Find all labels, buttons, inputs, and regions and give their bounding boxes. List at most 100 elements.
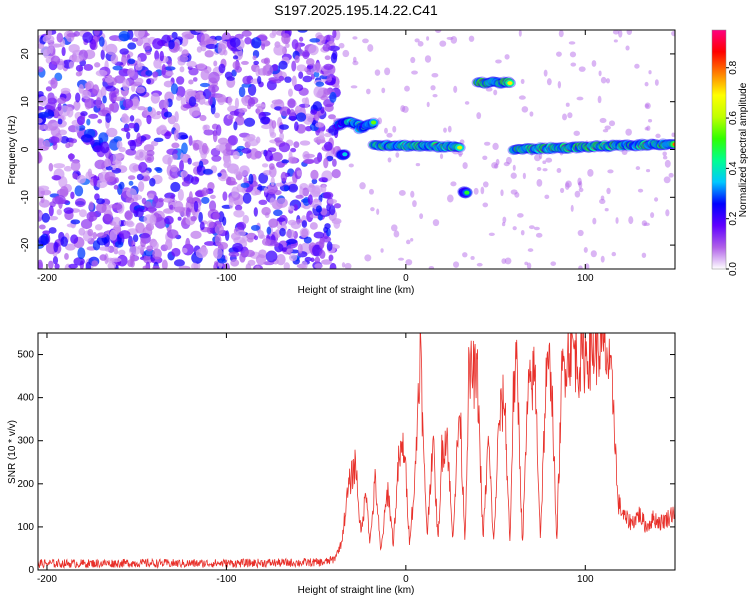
heatmap-cell bbox=[140, 238, 147, 248]
heatmap-cell bbox=[654, 197, 659, 202]
heatmap-cell bbox=[170, 181, 181, 193]
heatmap-cell bbox=[244, 249, 255, 258]
heatmap-cell bbox=[224, 142, 232, 152]
heatmap-cell bbox=[512, 164, 516, 171]
heatmap-cell bbox=[180, 170, 189, 177]
heatmap-cell bbox=[446, 194, 454, 203]
heatmap-cell bbox=[124, 210, 133, 221]
heatmap-cell bbox=[668, 172, 674, 178]
heatmap-cell bbox=[293, 83, 304, 92]
heatmap-cell bbox=[495, 158, 500, 166]
heatmap-cell bbox=[72, 173, 79, 180]
heatmap-cell bbox=[137, 106, 146, 111]
heatmap-cell bbox=[50, 126, 61, 137]
heatmap-cell bbox=[68, 263, 78, 269]
heatmap-cell bbox=[238, 112, 244, 119]
heatmap-cell bbox=[295, 194, 304, 199]
bottom-x-ticks: -200 -100 0 100 bbox=[37, 333, 594, 585]
heatmap-cell bbox=[426, 101, 430, 108]
heatmap-cell bbox=[367, 44, 374, 52]
heatmap-cell bbox=[129, 253, 135, 264]
heatmap-cell bbox=[105, 85, 116, 92]
heatmap-cell bbox=[518, 95, 526, 100]
heatmap-cell bbox=[255, 254, 267, 266]
heatmap-cell bbox=[410, 237, 414, 242]
heatmap-cell bbox=[350, 85, 358, 89]
bottom-y-axis-label: SNR (10 * v/v) bbox=[7, 420, 18, 484]
heatmap-cell bbox=[501, 221, 506, 227]
heatmap-cell bbox=[301, 228, 309, 238]
heatmap-cell bbox=[331, 168, 341, 179]
heatmap-cell bbox=[214, 234, 222, 246]
heatmap-cell bbox=[208, 71, 220, 84]
heatmap-cell bbox=[192, 142, 200, 151]
heatmap-cell bbox=[120, 127, 131, 132]
heatmap-cell bbox=[203, 124, 210, 131]
heatmap-cell bbox=[443, 127, 447, 133]
heatmap-cell bbox=[91, 260, 99, 267]
heatmap-cell bbox=[529, 111, 534, 117]
heatmap-cell bbox=[247, 97, 256, 107]
heatmap-cell bbox=[123, 220, 129, 226]
heatmap-cell bbox=[327, 45, 340, 52]
heatmap-cell bbox=[570, 62, 577, 67]
heatmap-cell bbox=[226, 76, 235, 81]
heatmap-cell bbox=[257, 230, 264, 239]
heatmap-cell bbox=[543, 69, 548, 77]
heatmap-cell bbox=[228, 197, 234, 209]
heatmap-cell bbox=[655, 133, 661, 139]
heatmap-cell bbox=[307, 194, 313, 205]
heatmap-cell bbox=[68, 43, 80, 53]
colorbar-tick-label: 0.8 bbox=[728, 60, 739, 74]
heatmap-cell bbox=[165, 71, 174, 77]
heatmap-cell bbox=[283, 262, 290, 269]
heatmap-cell bbox=[230, 259, 240, 267]
heatmap-cell bbox=[395, 152, 400, 158]
heatmap-cell bbox=[131, 37, 138, 42]
heatmap-cell bbox=[131, 84, 136, 92]
heatmap-cell bbox=[266, 226, 272, 235]
heatmap-cell bbox=[82, 32, 94, 43]
heatmap-cell bbox=[113, 249, 119, 255]
heatmap-cell bbox=[75, 64, 84, 72]
heatmap-cell bbox=[56, 208, 62, 216]
heatmap-cell bbox=[273, 44, 285, 56]
heatmap-cell bbox=[64, 253, 69, 260]
snr-frame bbox=[37, 332, 676, 571]
heatmap-cell bbox=[293, 141, 300, 149]
heatmap-cell bbox=[135, 64, 143, 71]
heatmap-cell bbox=[576, 96, 584, 101]
heatmap-cell bbox=[615, 217, 619, 224]
heatmap-cell bbox=[306, 64, 314, 70]
heatmap-cell bbox=[480, 186, 485, 195]
heatmap-cell bbox=[278, 75, 285, 82]
heatmap-cell bbox=[562, 113, 567, 121]
heatmap-cell bbox=[297, 243, 303, 254]
y-tick-label: 0 bbox=[28, 565, 34, 576]
colorbar-gradient bbox=[711, 29, 727, 270]
heatmap-cell bbox=[80, 218, 93, 230]
heatmap-cell bbox=[287, 156, 298, 164]
heatmap-cell bbox=[147, 106, 153, 112]
heatmap-cell bbox=[507, 81, 513, 86]
heatmap-cell bbox=[313, 71, 320, 78]
heatmap-cell bbox=[206, 38, 218, 45]
heatmap-cell bbox=[156, 110, 162, 116]
heatmap-cell bbox=[411, 70, 418, 75]
top-x-axis-label: Height of straight line (km) bbox=[298, 285, 415, 296]
heatmap-cell bbox=[288, 88, 293, 97]
heatmap-cell bbox=[535, 232, 543, 238]
heatmap-cell bbox=[321, 184, 327, 194]
heatmap-cell bbox=[86, 118, 91, 126]
heatmap-cell bbox=[75, 92, 81, 103]
heatmap-cell bbox=[398, 190, 406, 196]
x-tick-label: -200 bbox=[37, 273, 57, 284]
heatmap-cell bbox=[597, 95, 602, 104]
heatmap-cell bbox=[83, 63, 94, 71]
heatmap-cell bbox=[434, 30, 442, 33]
heatmap-cell bbox=[663, 176, 671, 184]
heatmap-cell bbox=[94, 224, 103, 231]
heatmap-cell bbox=[211, 155, 222, 162]
heatmap-cell bbox=[453, 85, 458, 93]
heatmap-cell bbox=[162, 197, 174, 203]
